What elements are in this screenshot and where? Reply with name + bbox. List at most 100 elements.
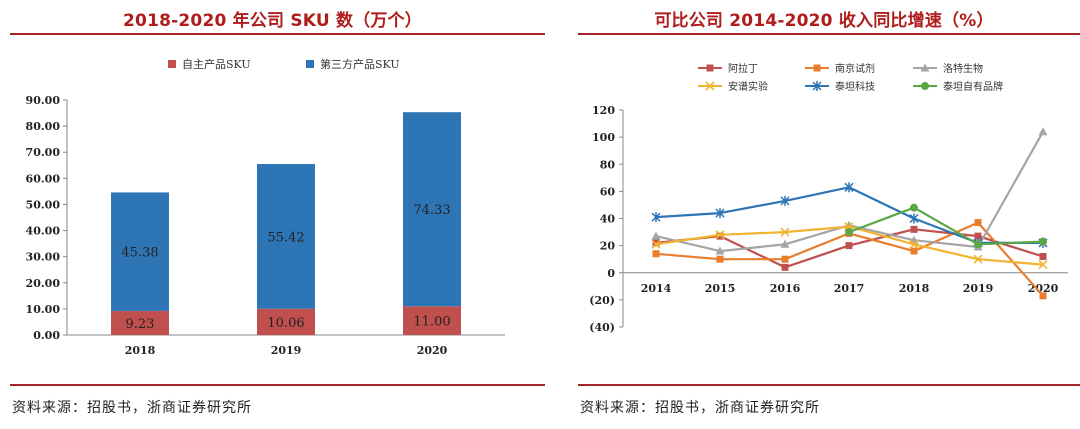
legend-label-2: 南京试剂 [835, 62, 875, 75]
right-chart-panel: 可比公司 2014-2020 收入同比增速（%） 阿拉丁 南京试剂 洛特生物安谱实验… [568, 0, 1080, 429]
bar-own-2019 [257, 308, 315, 335]
x-tick-label: 2016 [770, 282, 801, 295]
bar-value-label: 45.38 [121, 246, 158, 261]
x-tick-label: 2017 [834, 282, 865, 295]
legend-swatch-1 [168, 60, 176, 68]
y-tick-label: 90.00 [26, 94, 61, 107]
data-point-4-2015 [715, 230, 725, 240]
data-point-5-2018 [909, 213, 919, 224]
data-point-4-2020 [1038, 260, 1048, 270]
bar-value-label: 55.42 [267, 230, 304, 245]
x-tick-label: 2020 [1028, 282, 1059, 295]
data-point-1-2020 [1039, 252, 1047, 260]
y-tick-label: 20.00 [26, 277, 61, 290]
legend-label-5: 泰坦科技 [835, 80, 875, 93]
y-tick-label: 20 [600, 240, 616, 253]
y-tick-label: (40) [589, 321, 615, 334]
data-point-4-2016 [780, 227, 790, 237]
y-tick-label: 60.00 [26, 172, 61, 185]
y-tick-label: 30.00 [26, 251, 61, 264]
y-tick-label: 80 [600, 158, 616, 171]
y-tick-label: (20) [589, 294, 615, 307]
x-tick-label: 2015 [705, 282, 736, 295]
right-chart-title: 可比公司 2014-2020 收入同比增速（%） [654, 11, 994, 31]
left-bottom-rule [10, 384, 545, 386]
x-tick-label: 2020 [417, 344, 448, 357]
legend-label-6: 泰坦自有品牌 [943, 80, 1003, 93]
data-point-2-2014 [652, 250, 660, 258]
bar-third-party-2020 [403, 112, 461, 307]
data-point-6-2018 [910, 203, 918, 212]
right-source-note: 资料来源：招股书，浙商证券研究所 [580, 400, 820, 416]
right-bottom-rule [578, 384, 1080, 386]
bar-value-label: 74.33 [413, 203, 450, 218]
bar-third-party-2018 [111, 192, 169, 311]
bar-own-2020 [403, 306, 461, 335]
legend-label-1: 阿拉丁 [728, 62, 758, 75]
legend-marker-4 [705, 81, 715, 91]
bar-value-label: 11.00 [413, 315, 450, 330]
data-point-5-2017 [844, 182, 854, 193]
y-tick-label: 70.00 [26, 146, 61, 159]
data-point-5-2015 [715, 208, 725, 219]
data-point-3-2020 [1038, 127, 1048, 136]
sku-stacked-bar-chart: 自主产品SKU 第三方产品SKU 0.00 10.00 20.00 30.00 40.00 5… [26, 57, 505, 357]
legend-label-4: 安谱实验 [728, 80, 768, 93]
legend-marker-6 [921, 82, 929, 90]
bar-value-label: 10.06 [267, 316, 304, 331]
bar-own-2018 [111, 310, 169, 335]
legend-marker-1 [706, 64, 714, 72]
data-point-2-2020 [1039, 292, 1047, 300]
data-point-1-2019 [974, 232, 982, 240]
y-tick-label: 40.00 [26, 225, 61, 238]
data-point-2-2019 [974, 219, 982, 227]
y-tick-label: 60 [600, 185, 616, 198]
data-point-3-2015 [715, 246, 725, 255]
data-point-6-2017 [845, 228, 853, 237]
data-point-3-2014 [651, 231, 661, 240]
bar-value-label: 9.23 [126, 317, 155, 332]
x-tick-label: 2014 [641, 282, 672, 295]
y-tick-label: 100 [592, 131, 615, 144]
left-title-rule [10, 33, 545, 35]
right-title-rule [578, 33, 1080, 35]
legend-label-2: 第三方产品SKU [320, 57, 400, 71]
data-point-2-2018 [910, 247, 918, 255]
x-tick-label: 2019 [271, 344, 302, 357]
data-point-4-2014 [651, 239, 661, 249]
data-point-1-2018 [910, 225, 918, 233]
legend-label-3: 洛特生物 [943, 62, 983, 75]
data-point-1-2015 [716, 232, 724, 240]
x-tick-label: 2019 [963, 282, 994, 295]
legend-swatch-2 [306, 60, 314, 68]
left-chart-title: 2018-2020 年公司 SKU 数（万个） [123, 11, 422, 31]
y-tick-label: 10.00 [26, 303, 61, 316]
data-point-3-2016 [780, 239, 790, 248]
left-chart-panel: 2018-2020 年公司 SKU 数（万个） 自主产品SKU 第三方产品SKU 0… [10, 11, 545, 416]
data-point-4-2019 [973, 254, 983, 264]
data-point-6-2020 [1039, 237, 1047, 246]
y-tick-label: 80.00 [26, 120, 61, 133]
series-line-6 [848, 206, 1044, 246]
y-tick-label: 40 [600, 213, 616, 226]
legend-marker-5 [812, 81, 822, 91]
y-tick-label: 0.00 [33, 329, 60, 342]
legend-label-1: 自主产品SKU [182, 57, 251, 71]
data-point-5-2016 [780, 195, 790, 206]
y-tick-label: 0 [607, 267, 615, 280]
data-point-4-2018 [909, 239, 919, 249]
data-point-5-2014 [651, 212, 661, 223]
data-point-1-2014 [652, 239, 660, 247]
data-point-6-2019 [974, 240, 982, 249]
y-tick-label: 120 [592, 104, 615, 117]
bar-third-party-2019 [257, 164, 315, 309]
data-point-2-2016 [781, 255, 789, 263]
legend-marker-2 [813, 64, 821, 72]
x-tick-label: 2018 [899, 282, 930, 295]
data-point-1-2016 [781, 263, 789, 271]
data-point-2-2015 [716, 255, 724, 263]
data-point-1-2017 [845, 242, 853, 250]
y-tick-label: 50.00 [26, 198, 61, 211]
legend-marker-3 [920, 63, 930, 72]
